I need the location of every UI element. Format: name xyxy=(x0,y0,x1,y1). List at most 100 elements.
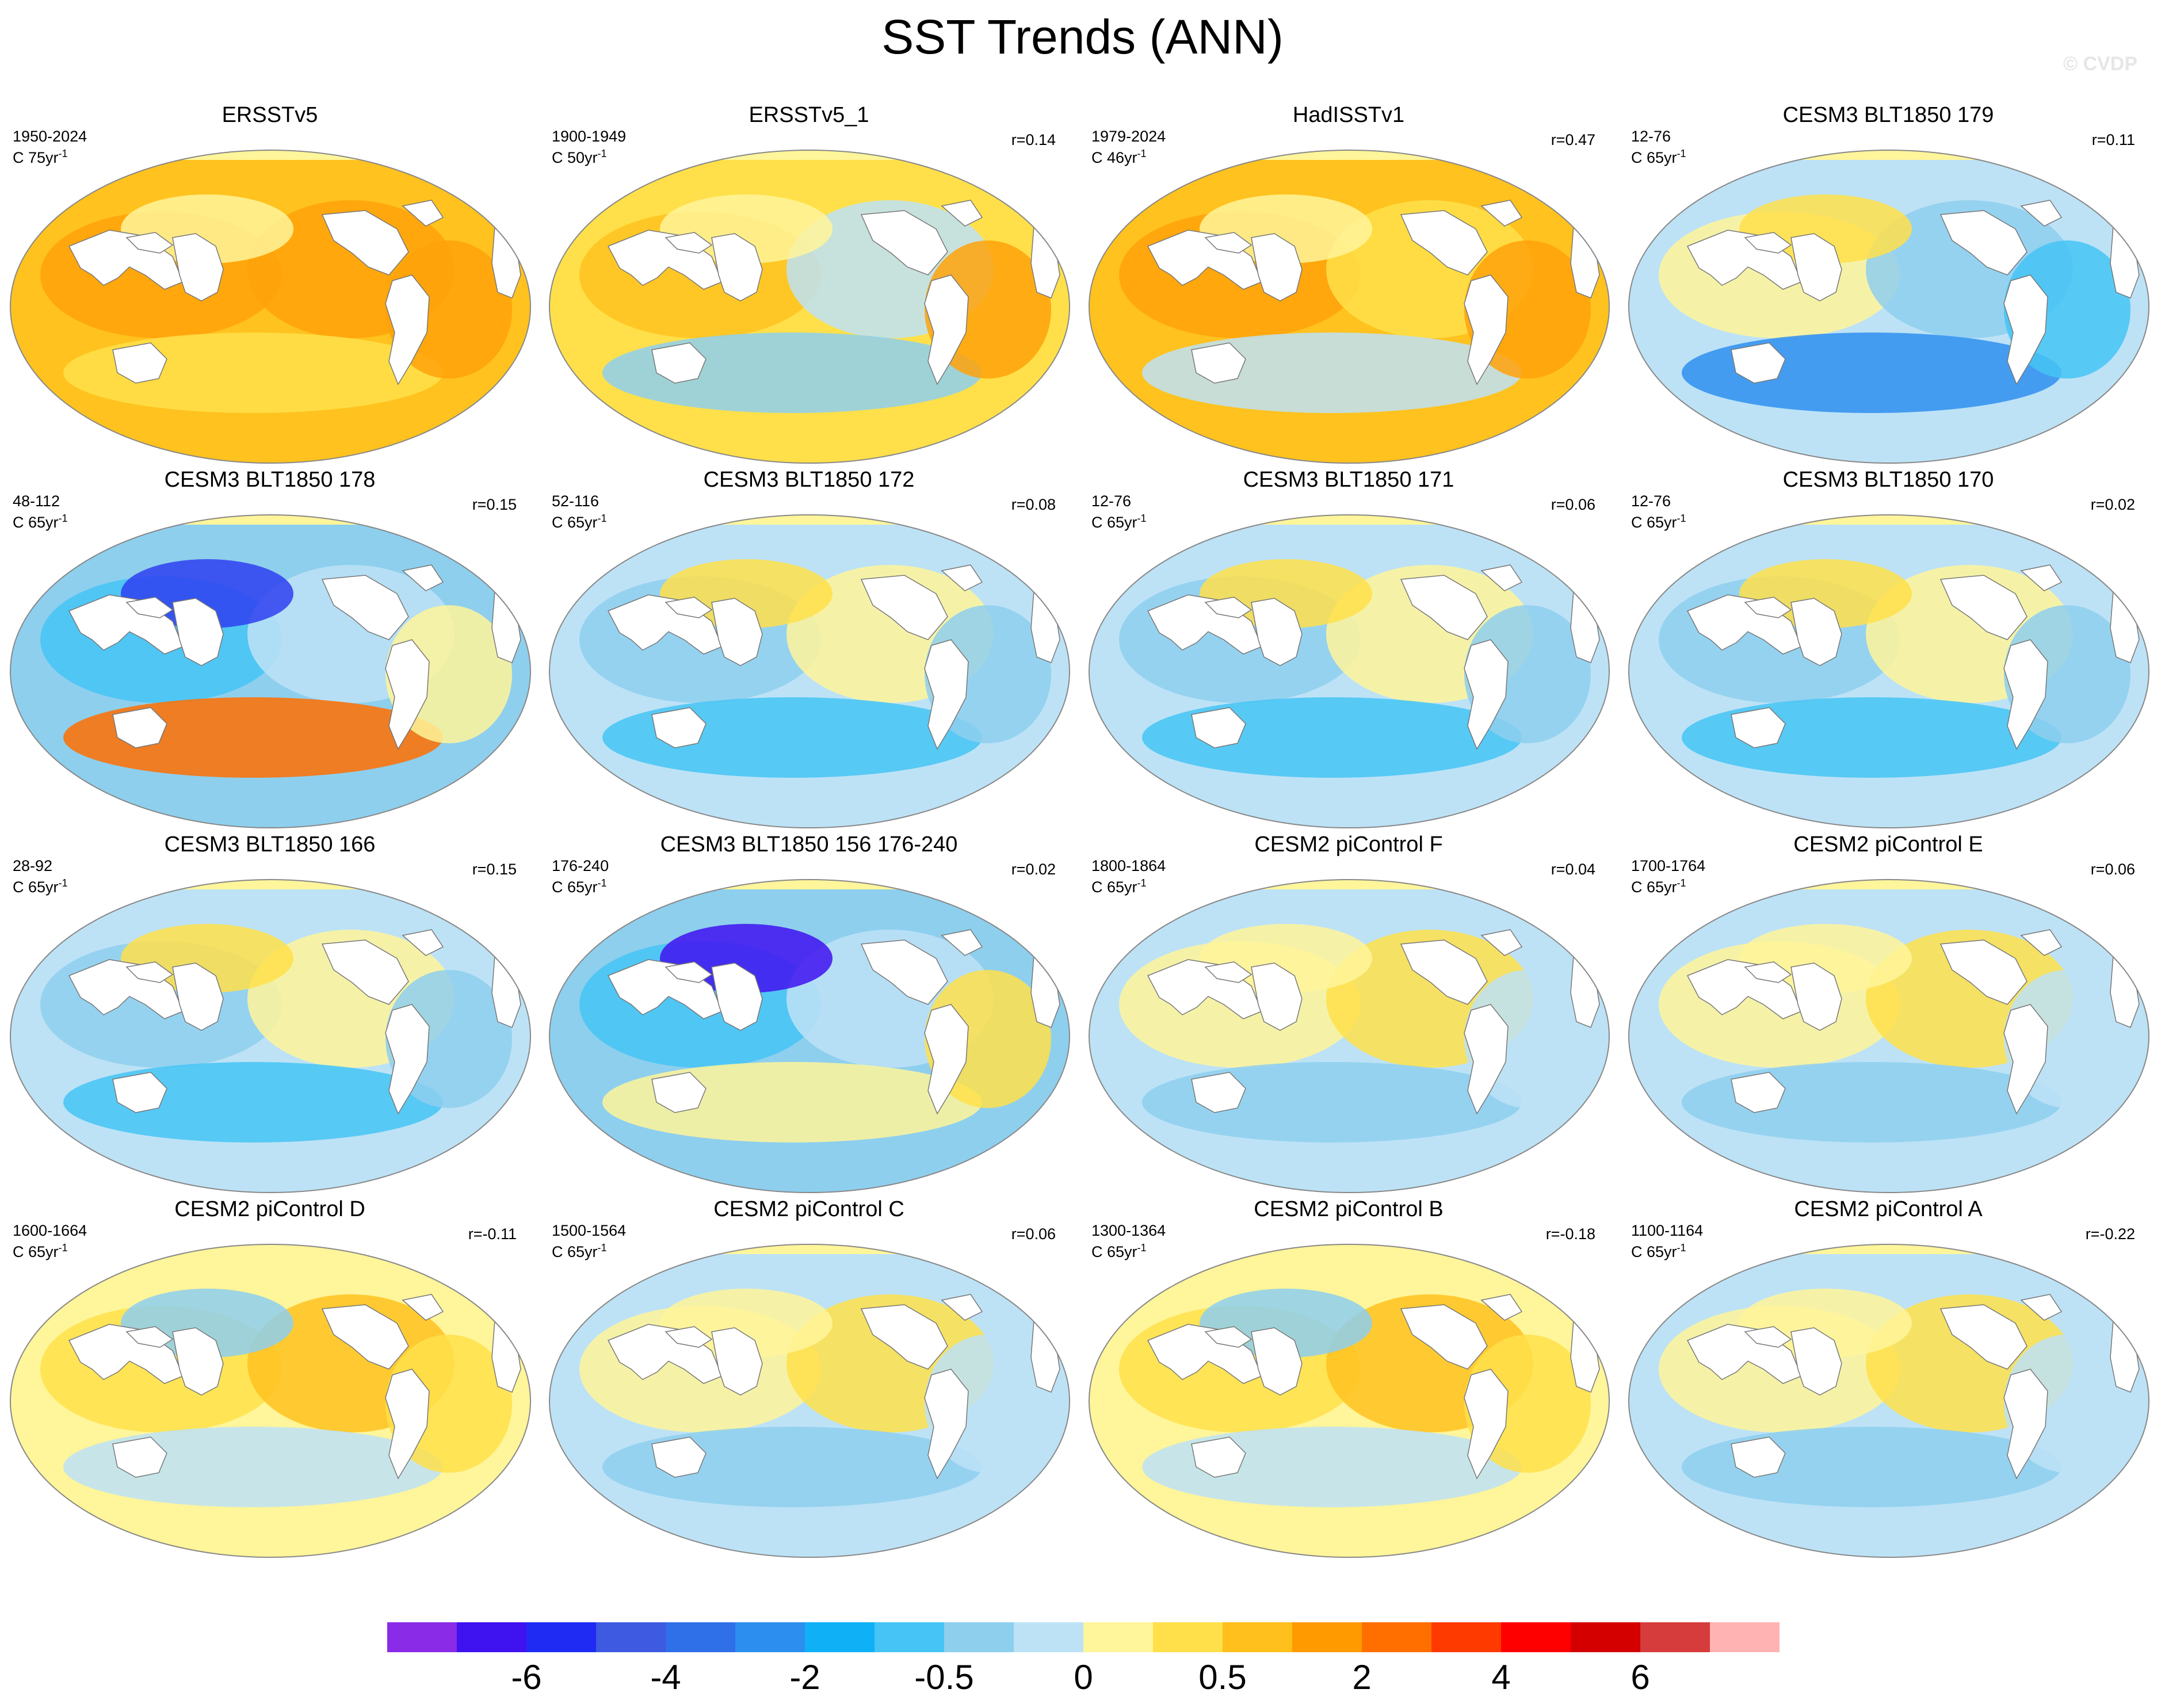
units-exponent: -1 xyxy=(597,513,607,524)
land-mask xyxy=(402,929,444,956)
land-mask xyxy=(321,1304,409,1370)
panel-period: 12-76 xyxy=(1091,492,1132,510)
land-mask xyxy=(1251,962,1303,1031)
land-mask xyxy=(860,575,948,640)
colorbar-swatch xyxy=(1292,1622,1362,1652)
units-exponent: -1 xyxy=(58,513,68,524)
map-border xyxy=(1628,150,2149,464)
panel-units: C 50yr-1 xyxy=(552,145,607,166)
land-mask xyxy=(1790,233,1842,301)
units-exponent: -1 xyxy=(1137,148,1147,159)
land-mask xyxy=(1191,342,1246,384)
panel-units: C 65yr-1 xyxy=(1631,510,1686,531)
units-exponent: -1 xyxy=(597,877,607,889)
units-text: C 46yr xyxy=(1091,149,1137,166)
land-mask xyxy=(860,210,948,276)
panel-correlation: r=0.08 xyxy=(1011,496,1056,513)
land-mask xyxy=(2110,590,2140,663)
colorbar-labels: -6 -4 -2 -0.5 0 0.5 2 4 6 xyxy=(0,1657,2165,1703)
land-mask xyxy=(1400,939,1488,1005)
units-exponent: -1 xyxy=(1677,877,1686,889)
world-map xyxy=(549,514,1070,828)
map-panel: CESM3 BLT1850 172 52-116 C 65yr-1 r=0.08 xyxy=(539,467,1079,835)
land-mask xyxy=(491,1319,521,1393)
land-mask xyxy=(321,939,409,1005)
map-border xyxy=(549,150,1070,464)
land-mask xyxy=(1570,225,1600,299)
land-mask xyxy=(1030,225,1060,299)
figure-title: SST Trends (ANN) xyxy=(881,10,1284,64)
panel-title: CESM3 BLT1850 172 xyxy=(703,468,915,492)
polar-band xyxy=(1629,515,2149,525)
panel-title: CESM3 BLT1850 171 xyxy=(1243,468,1454,492)
colorbar-label: -2 xyxy=(789,1658,820,1696)
world-map xyxy=(1628,879,2149,1193)
units-exponent: -1 xyxy=(597,148,607,159)
colorbar-label: 4 xyxy=(1491,1658,1511,1696)
panel-correlation: r=0.04 xyxy=(1551,861,1595,878)
world-map xyxy=(1628,1244,2149,1558)
land-mask xyxy=(711,962,763,1031)
map-panel: CESM2 piControl B 1300-1364 C 65yr-1 r=-0.1… xyxy=(1079,1197,1618,1565)
map-panel: CESM3 BLT1850 170 12-76 C 65yr-1 r=0.02 xyxy=(1618,467,2158,835)
land-mask xyxy=(1464,1004,1509,1115)
panel-title: CESM3 BLT1850 156 176-240 xyxy=(660,832,958,857)
land-mask xyxy=(2003,274,2048,385)
panel-units: C 65yr-1 xyxy=(1631,145,1686,166)
land-mask xyxy=(711,598,763,666)
panel-period: 1100-1164 xyxy=(1631,1222,1704,1239)
panel-title: CESM2 piControl D xyxy=(174,1197,365,1221)
polar-band xyxy=(10,515,530,525)
panel-title: ERSSTv5_1 xyxy=(749,103,869,127)
panel-correlation: r=0.02 xyxy=(2090,496,2135,513)
land-mask xyxy=(1731,1072,1786,1113)
land-mask xyxy=(491,954,521,1028)
panel-correlation: r=0.14 xyxy=(1011,131,1056,148)
map-panel: CESM3 BLT1850 171 12-76 C 65yr-1 r=0.06 xyxy=(1079,467,1618,835)
land-mask xyxy=(112,1436,167,1478)
colorbar-swatch xyxy=(666,1622,736,1652)
land-mask xyxy=(112,342,167,384)
land-mask xyxy=(321,575,409,640)
panel-units: C 65yr-1 xyxy=(1631,1239,1686,1260)
colorbar-label: 6 xyxy=(1631,1658,1650,1696)
map-panel: CESM3 BLT1850 166 28-92 C 65yr-1 r=0.15 xyxy=(0,832,540,1200)
land-mask xyxy=(2020,564,2063,591)
land-mask xyxy=(385,639,430,750)
panel-period: 48-112 xyxy=(13,492,60,510)
world-map xyxy=(549,1244,1070,1558)
world-map xyxy=(1089,514,1610,828)
land-mask xyxy=(1030,590,1060,663)
panel-units: C 65yr-1 xyxy=(552,1239,607,1260)
colorbar-label: -6 xyxy=(511,1658,542,1696)
land-mask xyxy=(1400,575,1488,640)
units-text: C 65yr xyxy=(1631,878,1677,896)
land-mask xyxy=(1191,1436,1246,1478)
panel-correlation: r=0.11 xyxy=(2091,131,2135,148)
land-mask xyxy=(2020,1294,2063,1321)
land-mask xyxy=(665,232,713,254)
world-map xyxy=(1089,150,1610,464)
land-mask xyxy=(1480,929,1523,956)
panel-correlation: r=0.15 xyxy=(472,861,517,878)
land-mask xyxy=(1204,1326,1253,1348)
land-mask xyxy=(1204,597,1253,618)
units-exponent: -1 xyxy=(597,1242,607,1254)
map-panel: CESM3 BLT1850 178 48-112 C 65yr-1 r=0.15 xyxy=(0,467,540,835)
land-mask xyxy=(1400,1304,1488,1370)
colorbar-label: 0.5 xyxy=(1198,1658,1247,1696)
units-exponent: -1 xyxy=(1137,513,1147,524)
world-map xyxy=(549,150,1070,464)
panel-period: 12-76 xyxy=(1631,128,1671,145)
panel-correlation: r=0.06 xyxy=(1551,496,1595,513)
land-mask xyxy=(2003,1369,2048,1480)
map-panel: CESM2 piControl E 1700-1764 C 65yr-1 r=0.06 xyxy=(1618,832,2158,1200)
land-mask xyxy=(172,598,224,666)
units-exponent: -1 xyxy=(58,877,68,889)
panel-units: C 65yr-1 xyxy=(1631,874,1686,896)
land-mask xyxy=(1400,210,1488,276)
world-map xyxy=(10,1244,531,1558)
land-mask xyxy=(1570,590,1600,663)
colorbar-swatch xyxy=(944,1622,1014,1652)
land-mask xyxy=(491,225,521,299)
